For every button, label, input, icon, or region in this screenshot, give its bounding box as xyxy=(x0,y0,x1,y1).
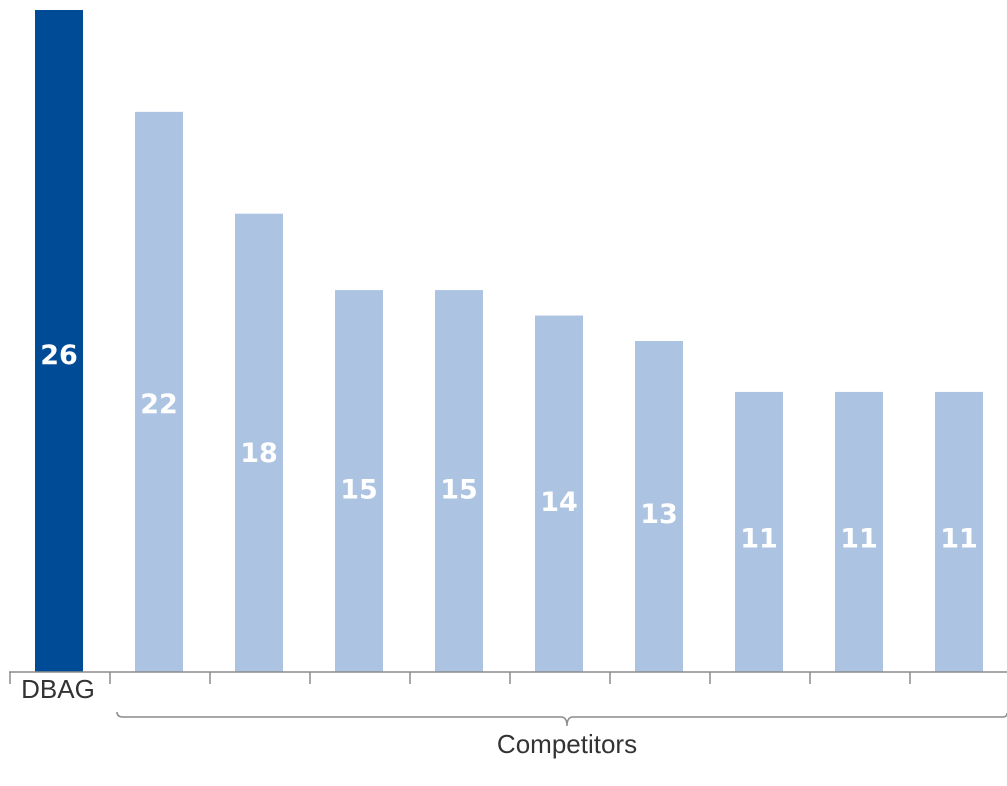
x-axis-ticks xyxy=(9,672,911,684)
bars-group xyxy=(35,10,983,673)
bar-2 xyxy=(135,111,183,673)
bar-7 xyxy=(635,341,683,672)
bar-value-label-4: 15 xyxy=(340,475,378,506)
bar-10 xyxy=(935,391,983,672)
bar-8 xyxy=(735,391,783,672)
bar-value-label-9: 11 xyxy=(840,524,878,555)
bar-6 xyxy=(535,315,583,672)
bar-value-label-8: 11 xyxy=(740,524,778,555)
competitors-brace xyxy=(116,711,1007,727)
bar-5 xyxy=(435,290,483,672)
bar-value-label-3: 18 xyxy=(240,438,278,469)
category-label-competitors: Competitors xyxy=(497,729,637,759)
bar-value-label-6: 14 xyxy=(540,487,578,518)
bar-1 xyxy=(35,10,83,672)
bar-value-label-10: 11 xyxy=(940,524,978,555)
bar-value-label-1: 26 xyxy=(40,340,78,371)
bar-value-label-5: 15 xyxy=(440,475,478,506)
bar-value-label-7: 13 xyxy=(640,499,678,530)
value-labels-group: 26 22 18 15 15 14 13 11 11 11 xyxy=(40,340,978,554)
bar-9 xyxy=(835,391,883,672)
bar-4 xyxy=(335,290,383,672)
bar-3 xyxy=(235,213,283,672)
category-label-dbag: DBAG xyxy=(21,674,95,704)
bar-value-label-2: 22 xyxy=(140,389,178,420)
